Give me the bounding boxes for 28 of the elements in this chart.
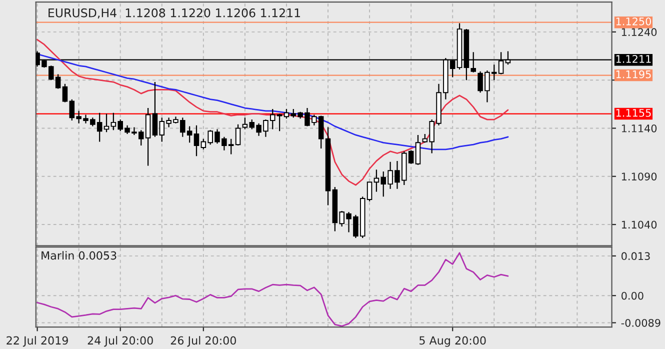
x-tick-label: 22 Jul 2019 <box>6 336 68 347</box>
y-tick-label: 1.1140 <box>622 124 657 132</box>
y-tick-label: 0.00 <box>622 292 644 300</box>
ref-line-label: 1.1250 <box>616 17 652 26</box>
candlestick <box>62 83 68 103</box>
ref-line-label: 1.1195 <box>616 70 651 78</box>
ref-line-label: 1.1211 <box>616 55 651 63</box>
x-tick-label: 24 Jul 20:00 <box>88 336 153 347</box>
x-tick-label: 5 Aug 20:00 <box>420 336 486 347</box>
candlestick <box>152 81 158 138</box>
x-tick-label: 26 Jul 20:00 <box>170 336 236 347</box>
chart-title: EURUSD,H4 1.1208 1.1220 1.1206 1.1211 <box>48 8 300 19</box>
y-tick-label: 0.013 <box>622 252 650 260</box>
line-series <box>36 252 509 327</box>
y-tick-label: 1.1240 <box>622 28 657 36</box>
y-tick-label: -0.0089 <box>621 318 660 327</box>
y-tick-label: 1.1090 <box>622 172 657 180</box>
ref-line-label: 1.1155 <box>616 109 651 117</box>
candlestick <box>104 113 110 133</box>
annotation: Marlin 0.0053 <box>42 251 116 260</box>
candlestick <box>235 124 241 146</box>
candlestick <box>284 108 290 120</box>
line-series <box>36 38 509 186</box>
candlestick <box>366 182 372 202</box>
candlestick <box>194 124 200 157</box>
candlestick <box>415 134 421 166</box>
candlestick <box>374 169 380 192</box>
y-tick-label: 1.1040 <box>622 220 657 229</box>
